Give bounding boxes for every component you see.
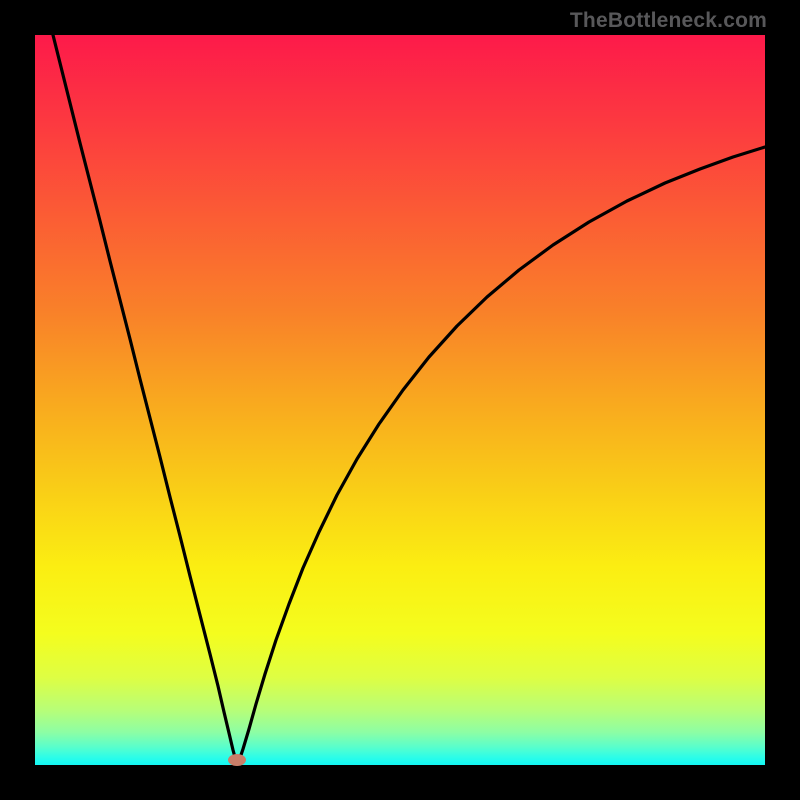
- watermark-text: TheBottleneck.com: [570, 9, 767, 33]
- chart-frame: TheBottleneck.com: [0, 0, 800, 800]
- dip-marker: [228, 754, 246, 766]
- bottleneck-curve: [53, 35, 765, 761]
- bottleneck-curve-svg: [0, 0, 800, 800]
